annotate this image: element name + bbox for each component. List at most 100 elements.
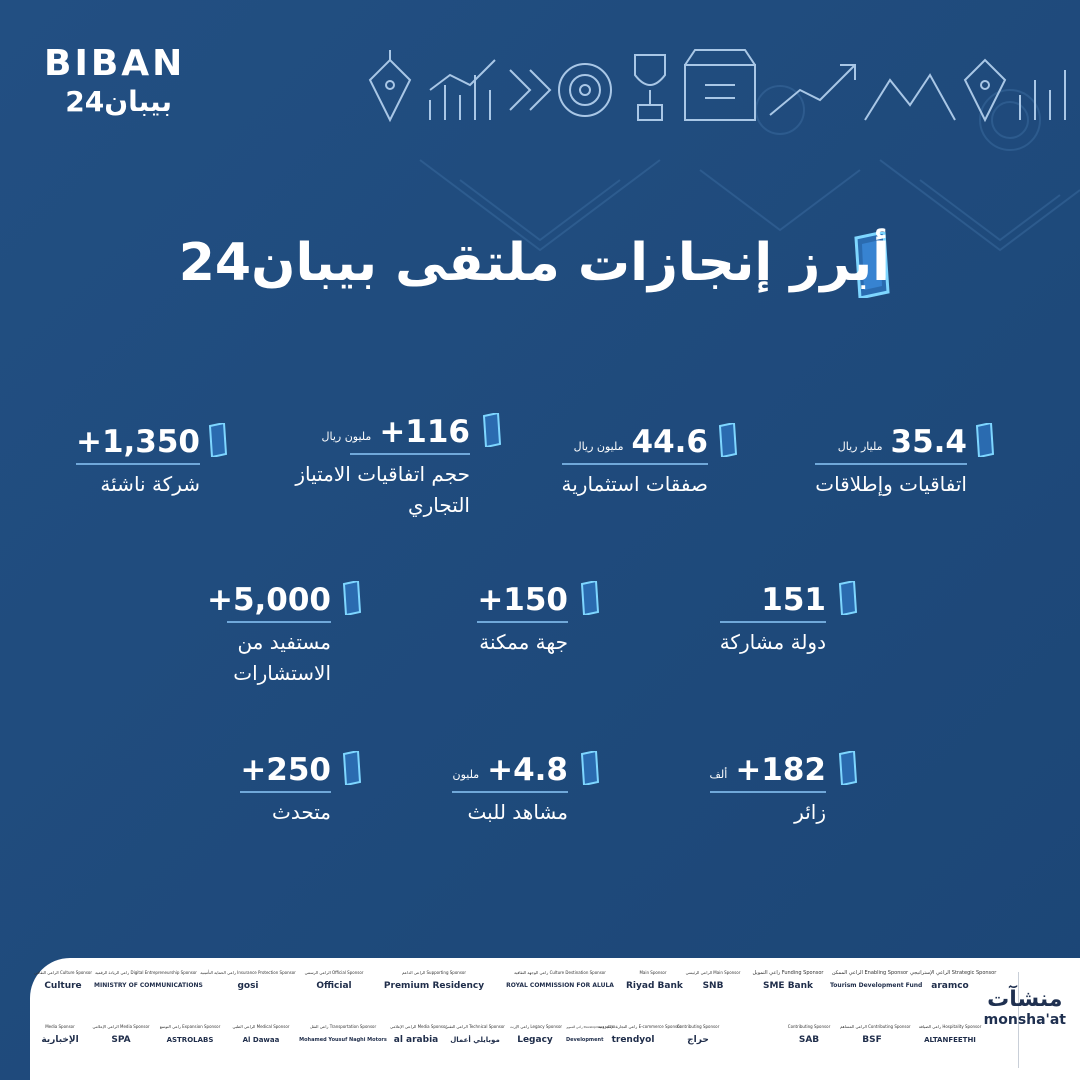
sponsor: الراعي الطبي Medical Sponsor Al Dawaa: [232, 1024, 290, 1044]
stat-underline: [815, 463, 967, 465]
icon-banner: [368, 49, 1066, 123]
sponsor: الراعي الرسمي Official Sponsor Official: [304, 970, 364, 991]
stat-underline: [240, 791, 331, 793]
sponsor: الراعي الداعم Supporting Sponsor Premium …: [383, 970, 485, 991]
stat-number: +116: [379, 414, 470, 450]
stat-agreements: 35.4 مليار ريال اتفاقيات وإطلاقات: [815, 420, 967, 500]
sponsor: راعي الحماية التأمينية Insurance Protect…: [200, 970, 296, 991]
sponsor: راعي الوجهة الثقافية Culture Destination…: [506, 970, 614, 989]
stat-label: مستفيد من الاستشارات: [233, 630, 331, 685]
sponsor: الراعي التقني Technical Sponsor موبايلي أ…: [445, 1024, 505, 1044]
sponsor: الراعي الإعلامي Media Sponsor SPA: [92, 1024, 150, 1045]
stat-underline: [709, 791, 826, 793]
sponsor: الراعي الممكن Enabling Sponsor Tourism De…: [830, 970, 923, 989]
stat-label: اتفاقيات وإطلاقات: [815, 472, 967, 496]
trophy-icon: [634, 54, 666, 121]
stat-speakers: +250 متحدث: [240, 748, 331, 828]
sponsor: راعي التمويل Funding Sponsor SME Bank: [752, 970, 824, 991]
bar-chart-icon-2: [1019, 70, 1066, 120]
stat-underline: [561, 463, 708, 465]
stat-label: دولة مشاركة: [719, 630, 826, 654]
page-title: أبرز إنجازات ملتقى بيبان24: [178, 233, 890, 293]
mountain-icon: [864, 73, 956, 121]
stat-label: حجم اتفاقيات الامتياز التجاري: [295, 462, 470, 517]
gem-icon: [718, 423, 738, 457]
stat-number: 35.4: [890, 424, 968, 460]
stat-unit: مليون: [452, 768, 480, 781]
stat-enablers: +150 جهة ممكنة: [477, 578, 568, 658]
stat-unit: مليون ريال: [321, 430, 372, 443]
sponsor: الراعي الرئيسي Main Sponsor SNB: [685, 970, 741, 991]
stat-underline: [227, 621, 331, 623]
pen-icon: [368, 50, 412, 123]
stat-number: +5,000: [206, 582, 331, 618]
stat-label: جهة ممكنة: [479, 630, 568, 654]
stat-underline: [477, 621, 568, 623]
target-icon: [558, 63, 612, 117]
gem-icon: [342, 751, 362, 785]
stat-franchise: +116 مليون ريال حجم اتفاقيات الامتياز الت…: [260, 410, 470, 521]
stat-underline: [75, 463, 200, 465]
stat-views: +4.8 مليون مشاهد للبث: [452, 748, 568, 828]
biban-logo: BIBAN بيبان24: [44, 44, 184, 120]
stat-beneficiaries: +5,000 مستفيد من الاستشارات: [181, 578, 331, 689]
stat-unit: ألف: [709, 768, 728, 781]
gem-icon: [208, 423, 228, 457]
gem-icon: [482, 413, 502, 447]
monshaat-en: monsha'at: [983, 1012, 1066, 1028]
sponsor: راعي الإرث Legacy Sponsor Legacy: [510, 1024, 563, 1045]
stat-startups: +1,350 شركة ناشئة: [75, 420, 200, 500]
pen-icon-2: [963, 58, 1007, 123]
stat-number: 44.6: [631, 424, 709, 460]
stat-investment: 44.6 مليون ريال صفقات استثمارية: [561, 420, 709, 500]
gem-icon: [838, 581, 858, 615]
stat-unit: مليار ريال: [837, 440, 883, 453]
sponsor: راعي الضيافة Hospitality Sponsor ALTANFEE…: [918, 1024, 982, 1044]
stat-number: +250: [240, 752, 331, 788]
sponsors-strip: الراعي الإستراتيجي Strategic Sponsor aram…: [30, 958, 1080, 1080]
sponsor: راعي التجارة الإلكترونية E-commerce Spon…: [598, 1024, 682, 1045]
gem-icon: [838, 751, 858, 785]
sponsor: راعي الريادة الرقمية Digital Entrepreneu…: [94, 970, 203, 989]
sponsor: Media Sponsor الإخبارية: [41, 1024, 79, 1045]
sponsor: الراعي الإستراتيجي Strategic Sponsor aram…: [910, 970, 997, 991]
bar-chart-icon: [429, 59, 496, 120]
stat-underline: [350, 453, 470, 455]
sponsor: الراعي الثقافي Culture Sponsor Culture: [34, 970, 93, 991]
stat-label: شركة ناشئة: [100, 472, 200, 496]
stat-visitors: +182 ألف زائر: [709, 748, 826, 828]
stat-label: صفقات استثمارية: [561, 472, 708, 496]
sponsor: راعي النقل Transportation Sponsor Mohamed…: [299, 1024, 387, 1043]
stat-number: +150: [477, 582, 568, 618]
growth-arrow-icon: [769, 64, 856, 116]
monshaat-logo: منشآت monsha'at: [983, 987, 1066, 1029]
stat-number: +4.8: [487, 752, 568, 788]
stat-label: مشاهد للبث: [467, 800, 568, 824]
sponsor: Contributing Sponsor SAB: [787, 1024, 831, 1045]
sponsor: Contributing Sponsor حراج: [676, 1024, 720, 1045]
stat-unit: مليون ريال: [573, 440, 624, 453]
stat-underline: [452, 791, 568, 793]
sponsor: Main Sponsor Riyad Bank: [626, 970, 683, 991]
stat-number: 151: [761, 582, 826, 618]
stat-countries: 151 دولة مشاركة: [719, 578, 826, 658]
stat-underline: [719, 621, 826, 623]
stat-number: +182: [735, 752, 826, 788]
gem-icon: [580, 581, 600, 615]
stat-label: زائر: [794, 800, 826, 824]
logo-text-ar: بيبان24: [65, 85, 172, 118]
divider: [1018, 972, 1019, 1068]
chevrons-icon: [509, 69, 552, 111]
sponsor: راعي التنموي Development Sponsor Developm…: [566, 1025, 617, 1043]
sponsor: الراعي الإعلامي Media Sponsor al arabia: [390, 1024, 448, 1045]
gem-icon: [342, 581, 362, 615]
sponsor: راعي التوسع Expansion Sponsor ASTROLABS: [159, 1024, 221, 1044]
stat-number: +1,350: [75, 424, 200, 460]
logo-text-en: BIBAN: [44, 43, 186, 84]
monshaat-ar: منشآت: [987, 987, 1063, 1012]
stat-label: متحدث: [272, 800, 331, 824]
gem-icon: [580, 751, 600, 785]
gem-icon: [975, 423, 995, 457]
store-icon: [684, 49, 756, 121]
